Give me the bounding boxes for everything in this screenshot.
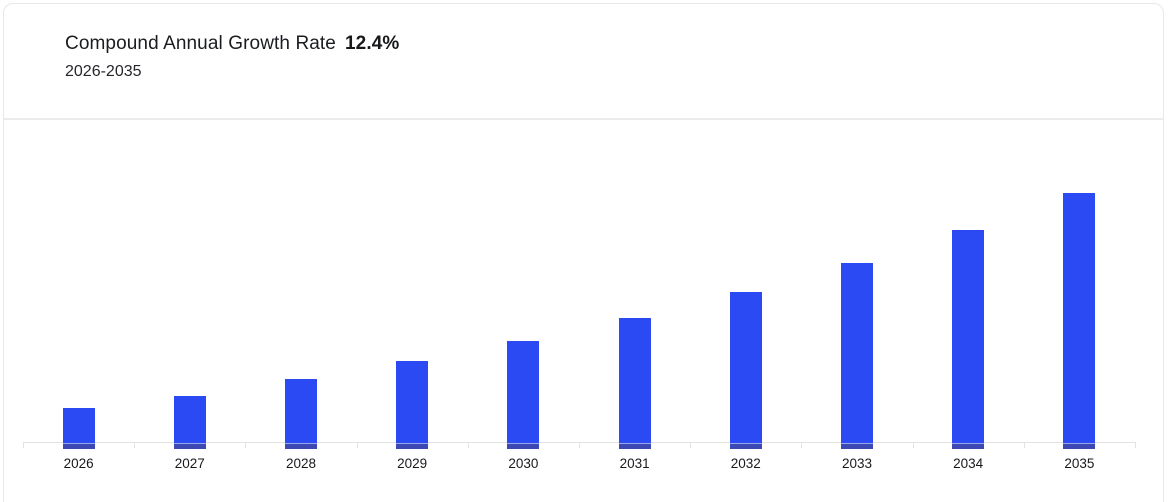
chart-header: Compound Annual Growth Rate 12.4% 2026-20… bbox=[65, 31, 399, 85]
bar-2026[interactable] bbox=[62, 408, 95, 449]
chart-card: Compound Annual Growth Rate 12.4% 2026-20… bbox=[3, 3, 1164, 502]
bar-chart-plot-area: 2026 2027 2028 2029 2030 2031 2032 2033 2034 2035 bbox=[4, 4, 1163, 502]
bar-2031[interactable] bbox=[618, 318, 651, 449]
x-axis-tick bbox=[912, 442, 914, 448]
bar-2030[interactable] bbox=[507, 341, 540, 449]
x-axis-label-2033: 2033 bbox=[841, 456, 873, 471]
x-axis-label-2026: 2026 bbox=[63, 456, 94, 471]
bar-2035[interactable] bbox=[1063, 193, 1096, 449]
bar-2032[interactable] bbox=[729, 292, 762, 449]
cagr-value: 12.4% bbox=[344, 33, 400, 54]
chart-title-text: Compound Annual Growth Rate bbox=[65, 33, 336, 54]
x-axis-label-2034: 2034 bbox=[953, 456, 984, 471]
bar-2028[interactable] bbox=[285, 379, 317, 449]
x-axis-tick bbox=[690, 442, 692, 448]
x-axis-label-2027: 2027 bbox=[174, 456, 205, 471]
chart-subtitle: 2026-2035 bbox=[65, 63, 142, 80]
chart-title: Compound Annual Growth Rate 12.4% bbox=[65, 31, 399, 57]
x-axis-tick bbox=[1135, 442, 1136, 448]
x-axis-label-2031: 2031 bbox=[619, 456, 650, 471]
x-axis-label-2035: 2035 bbox=[1064, 456, 1095, 471]
x-axis-tick bbox=[134, 442, 136, 448]
x-axis-label-2032: 2032 bbox=[730, 456, 761, 471]
x-axis-tick bbox=[579, 442, 580, 448]
x-axis-label-2029: 2029 bbox=[397, 456, 428, 471]
bar-2029[interactable] bbox=[396, 361, 429, 449]
x-axis-tick bbox=[245, 442, 247, 448]
bar-2027[interactable] bbox=[173, 396, 206, 449]
bar-2033[interactable] bbox=[841, 263, 873, 449]
x-axis-tick bbox=[801, 442, 803, 448]
x-axis-tick bbox=[23, 442, 24, 448]
header-divider bbox=[4, 118, 1163, 120]
x-axis-tick bbox=[356, 442, 358, 448]
bar-2034[interactable] bbox=[952, 230, 985, 449]
x-axis-label-2030: 2030 bbox=[508, 456, 539, 471]
x-axis-label-2028: 2028 bbox=[285, 456, 317, 471]
x-axis-tick bbox=[467, 442, 469, 448]
x-axis-tick bbox=[1023, 442, 1025, 448]
